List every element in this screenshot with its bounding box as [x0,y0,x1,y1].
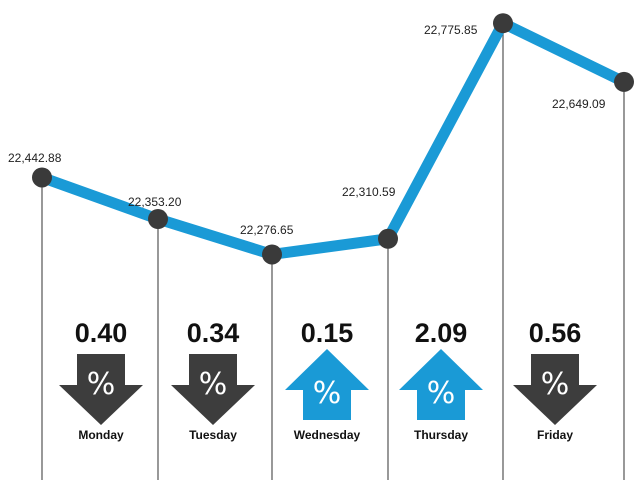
percent-change-label: 0.15 [301,318,354,348]
data-value-label: 22,353.20 [128,195,182,209]
data-point [614,71,634,92]
down-arrow-icon [59,354,143,425]
percent-icon: % [427,376,456,411]
percent-change-label: 0.34 [187,318,240,348]
day-label: Friday [537,428,573,442]
up-arrow-icon [285,349,369,420]
percent-change-label: 0.56 [529,318,582,348]
down-arrow-icon [171,354,255,425]
percent-icon: % [313,376,342,411]
percent-icon: % [87,367,116,402]
data-point [262,244,282,265]
percent-change-label: 0.40 [75,318,128,348]
up-arrow-icon [399,349,483,420]
percent-change-label: 2.09 [415,318,468,348]
data-point [148,209,168,230]
data-value-label: 22,276.65 [240,223,294,237]
percent-icon: % [541,367,570,402]
data-point [493,13,513,34]
down-arrow-icon [513,354,597,425]
data-value-label: 22,310.59 [342,185,396,199]
data-value-label: 22,442.88 [8,151,62,165]
day-label: Monday [78,428,124,442]
data-value-label: 22,649.09 [552,97,606,111]
data-point [378,228,398,249]
percent-icon: % [199,367,228,402]
data-point [32,167,52,188]
day-label: Tuesday [189,428,237,442]
data-value-label: 22,775.85 [424,23,478,37]
day-label: Wednesday [294,428,361,442]
series-line [36,17,630,260]
day-label: Thursday [414,428,468,442]
